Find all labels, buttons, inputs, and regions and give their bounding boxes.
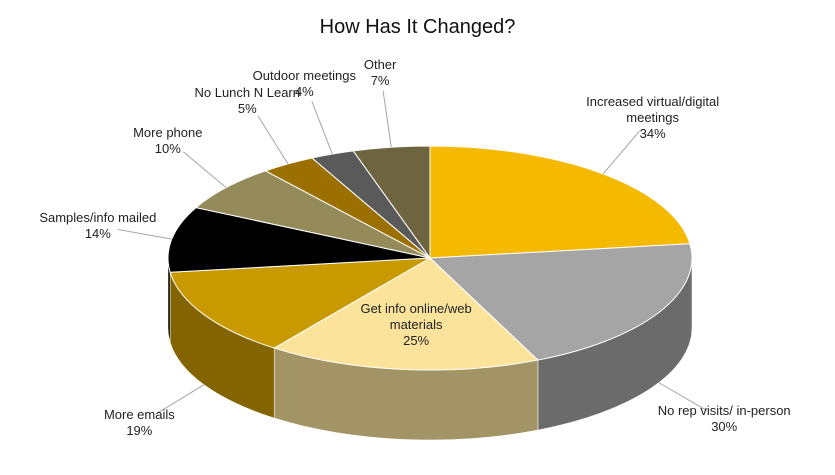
chart-title: How Has It Changed? <box>319 16 516 38</box>
category-label: Outdoor meetings <box>252 68 357 84</box>
slice <box>428 243 693 361</box>
leader-line <box>602 130 640 175</box>
value-label: 34% <box>639 125 666 141</box>
data-label: Other 7% <box>305 57 455 89</box>
category-label: More emails <box>103 406 175 422</box>
value-label: 5% <box>237 100 257 116</box>
category-label: Increased virtual/digital meetings <box>586 93 720 125</box>
data-label: More emails 19% <box>64 407 214 439</box>
slice <box>169 257 431 349</box>
leader-line <box>382 90 392 148</box>
data-label: No rep visits/ in-person 30% <box>649 403 799 435</box>
value-label: 4% <box>294 84 314 100</box>
value-label: 30% <box>711 419 738 435</box>
slice <box>194 170 431 259</box>
slice <box>429 145 691 259</box>
leader-line <box>311 101 333 155</box>
value-label: 7% <box>370 73 390 89</box>
value-label: 10% <box>154 140 181 156</box>
data-label: Samples/info mailed 14% <box>23 210 173 242</box>
category-label: No Lunch N Learn <box>194 84 300 100</box>
category-label: Samples/info mailed <box>39 210 157 226</box>
leader-line <box>257 115 289 165</box>
category-label: Get info online/web materials <box>360 301 472 333</box>
slice <box>272 257 539 371</box>
category-label: No rep visits/ in-person <box>657 403 791 419</box>
leader-line <box>117 228 172 240</box>
data-label: No Lunch N Learn 5% <box>172 85 322 117</box>
data-label: Increased virtual/digital meetings 34% <box>578 94 728 142</box>
leader-line <box>156 384 205 414</box>
value-label: 19% <box>126 422 153 438</box>
data-label: More phone 10% <box>93 125 243 157</box>
category-label: More phone <box>133 124 203 140</box>
leader-line <box>183 151 227 189</box>
category-label: Other <box>363 57 397 73</box>
value-label: 25% <box>403 333 430 349</box>
data-label: Outdoor meetings 4% <box>229 68 379 100</box>
leader-line <box>658 382 707 411</box>
data-label: Get info online/web materials 25% <box>341 301 491 349</box>
value-label: 14% <box>84 226 111 242</box>
